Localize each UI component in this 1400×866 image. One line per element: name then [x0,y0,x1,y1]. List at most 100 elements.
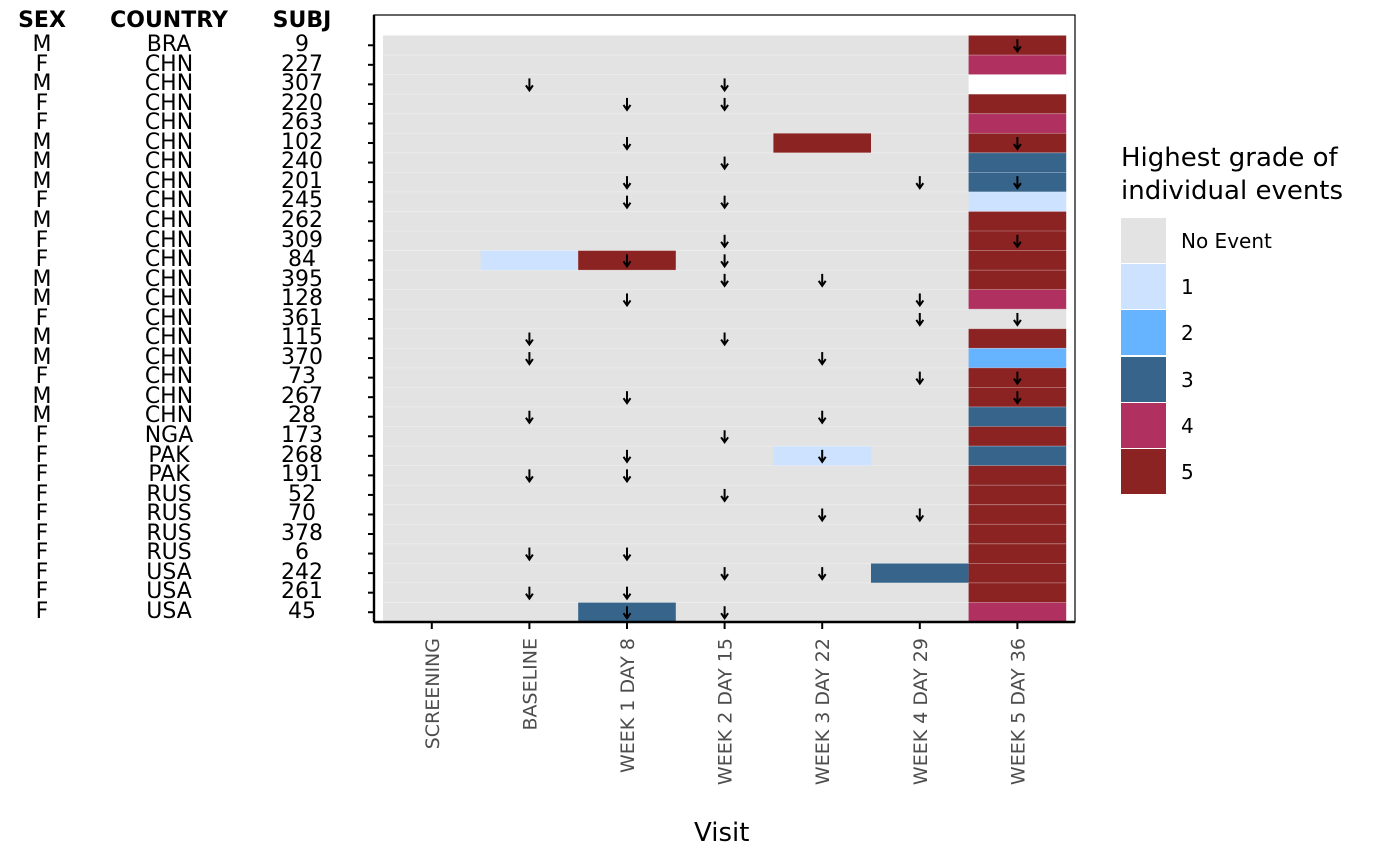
row-sex: F [35,579,49,605]
legend-title-line-2: individual events [1121,176,1344,206]
event-arrow-icon [525,593,534,601]
cell-grade-5 [968,328,1067,349]
cell-grade-3 [871,563,969,583]
row-country: RUS [146,520,192,546]
event-arrow-icon [622,397,632,405]
event-arrow-icon [720,495,729,503]
event-arrow-icon [720,612,729,620]
event-arrow-icon [720,202,729,210]
row-sex: F [35,90,49,116]
row-subj: 128 [281,286,323,312]
row-country: USA [146,598,192,624]
row-subj: 173 [281,423,323,448]
event-arrow-icon [622,612,632,620]
row-subj: 240 [281,149,323,175]
x-tick-label: WEEK 5 DAY 36 [1007,638,1029,785]
cell-grade-5 [968,94,1067,114]
row-subj: 201 [281,168,323,194]
cell-grade-3 [968,152,1067,173]
row-country: CHN [144,266,194,292]
cell-grade-5 [968,270,1067,290]
cell-grade-5 [968,524,1067,544]
event-arrow-icon [915,319,925,327]
event-arrow-icon [1013,241,1022,249]
row-country: PAK [148,442,190,468]
cell-grade-5 [968,250,1067,271]
event-arrow-icon [525,417,534,425]
cell-grade-4 [968,602,1067,622]
row-subj: 102 [281,129,323,155]
cell-grade-5 [968,465,1067,486]
cell-grade-4 [968,113,1067,134]
x-tick-label: WEEK 3 DAY 22 [812,638,834,785]
x-tick-label: WEEK 2 DAY 15 [715,638,737,785]
event-arrow-icon [720,84,729,93]
event-arrow-icon [1013,397,1022,405]
event-arrow-icon [525,338,534,347]
row-country: CHN [144,51,194,77]
row-subj: 70 [288,501,316,527]
legend-key [1121,218,1166,263]
row-country: CHN [144,129,194,155]
row-country: RUS [146,501,192,527]
event-arrow-icon [817,358,827,366]
row-sex: F [35,501,49,527]
row-country: CHN [144,149,194,175]
row-sex: F [35,188,49,214]
row-subj: 268 [281,442,323,468]
row-sex: M [32,129,52,155]
event-arrow-icon [622,104,632,112]
cell-grade-2 [968,348,1067,368]
row-country: RUS [146,481,192,507]
row-sex: F [35,247,49,273]
event-arrow-icon [525,554,534,562]
event-arrow-icon [622,202,632,210]
row-subj: 262 [281,207,323,233]
event-arrow-icon [622,593,632,601]
event-arrow-icon [915,514,925,523]
event-arrow-icon [817,514,827,523]
row-subj: 245 [281,188,323,214]
row-sex: M [32,286,52,312]
cell-grade-4 [968,55,1067,75]
event-arrow-icon [720,163,729,171]
row-sex: F [35,559,49,585]
legend-label: 3 [1181,367,1194,392]
row-country: CHN [144,168,194,194]
row-country: CHN [144,247,194,273]
x-tick-label: WEEK 4 DAY 29 [910,638,932,785]
no-event-background [383,35,1067,622]
row-sex: F [35,305,49,331]
x-tick-label: WEEK 1 DAY 8 [617,638,639,773]
row-sex: F [35,481,49,507]
row-country: CHN [144,207,194,233]
row-sex: F [35,598,49,624]
event-arrow-icon [525,84,534,93]
cell-grade-5 [968,543,1067,564]
cell-grade-5 [773,133,871,153]
header-sex: SEX [18,8,66,33]
event-arrow-icon [1013,45,1022,54]
row-sex: F [35,540,49,566]
legend-key [1121,402,1166,448]
row-subj: 307 [281,71,323,97]
legend-label: 2 [1181,321,1194,346]
row-country: CHN [144,110,194,136]
x-axis-label: Visit [694,818,750,848]
event-arrow-icon [720,436,729,445]
event-arrow-icon [1013,143,1022,151]
event-arrow-icon [817,456,827,464]
x-tick-label: BASELINE [519,638,541,731]
cell-grade-5 [968,485,1067,505]
row-subj: 361 [281,305,323,331]
row-subj: 52 [288,481,316,507]
event-arrow-icon [622,456,632,464]
row-subj: 9 [295,32,309,57]
row-country: USA [146,559,192,585]
row-sex: M [32,32,52,57]
row-subj: 6 [295,540,309,566]
row-country: CHN [144,403,194,429]
header-subj: SUBJ [272,8,332,33]
row-sex: M [32,325,52,351]
